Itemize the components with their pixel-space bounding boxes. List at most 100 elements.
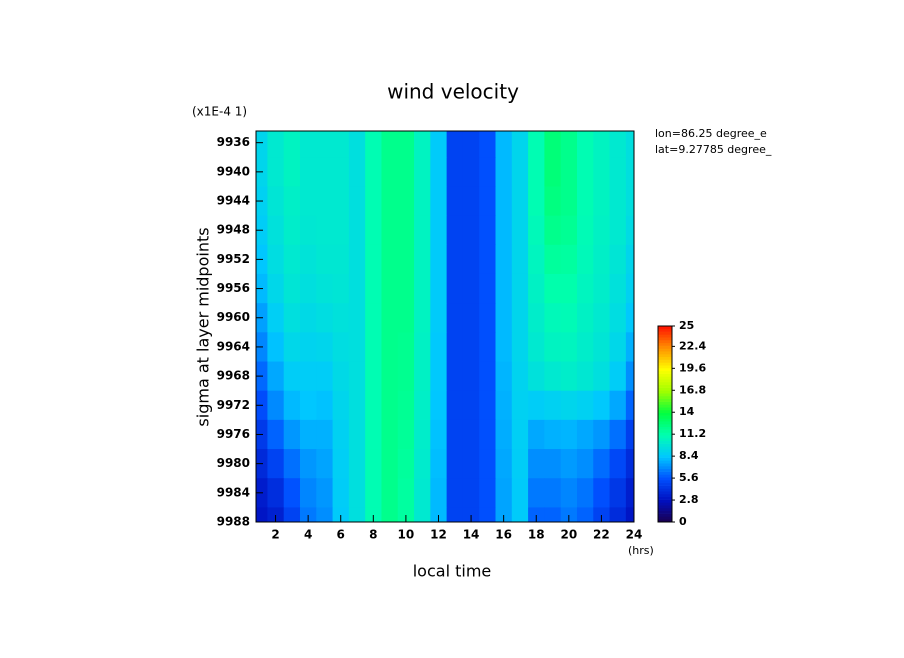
colorbar-band <box>658 477 672 481</box>
contour-cell <box>365 157 382 187</box>
contour-cell <box>299 157 317 187</box>
contour-cell <box>576 157 594 187</box>
contour-cell <box>299 303 317 333</box>
colorbar-band <box>658 510 672 514</box>
x-tick-label: 4 <box>304 528 312 542</box>
y-tick-label: 9964 <box>217 339 250 353</box>
contour-cell <box>316 186 334 217</box>
colorbar-tick-label: 25 <box>679 319 694 332</box>
contour-cell <box>560 361 578 392</box>
colorbar-tick-label: 14 <box>679 405 695 418</box>
contour-cell <box>316 244 334 275</box>
contour-cell <box>446 157 464 187</box>
contour-cell <box>316 419 334 450</box>
contour-cell <box>397 273 415 304</box>
contour-cell <box>593 186 611 217</box>
contour-cell <box>397 244 415 275</box>
contour-cell <box>544 303 562 333</box>
contour-cell <box>299 131 317 158</box>
colorbar-band <box>658 508 672 512</box>
contour-cell <box>397 478 415 508</box>
contour-cell <box>332 478 350 508</box>
contour-cell <box>397 215 415 246</box>
contour-cell <box>316 273 334 304</box>
contour-cell <box>283 332 301 363</box>
contour-cell <box>560 507 578 523</box>
contour-cell <box>544 157 562 187</box>
contour-cell <box>593 303 611 333</box>
contour-cell <box>593 478 611 508</box>
contour-cell <box>479 303 497 333</box>
contour-cell <box>576 186 594 217</box>
colorbar-band <box>658 368 672 372</box>
contour-cell <box>430 332 448 363</box>
contour-cell <box>348 244 366 275</box>
x-tick-label: 22 <box>593 528 610 542</box>
contour-cell <box>299 244 317 275</box>
contour-cell <box>593 215 611 246</box>
colorbar-band <box>658 457 672 461</box>
contour-cell <box>446 390 464 421</box>
colorbar-band <box>658 379 672 383</box>
contour-cell <box>430 507 448 523</box>
contour-cell <box>479 449 497 479</box>
contour-cell <box>560 157 578 187</box>
x-tick-label: 2 <box>271 528 279 542</box>
contour-cell <box>332 419 350 450</box>
contour-cell <box>414 361 431 392</box>
colorbar-frame <box>657 325 673 523</box>
colorbar-band <box>658 516 672 520</box>
colorbar-band <box>658 505 672 509</box>
contour-cell <box>528 273 545 304</box>
colorbar-band <box>658 382 672 386</box>
contour-cell <box>609 361 627 392</box>
x-tick-label: 8 <box>369 528 377 542</box>
colorbar-band <box>658 471 672 475</box>
contour-cell <box>348 157 366 187</box>
contour-cell <box>332 390 350 421</box>
contour-cell <box>495 215 513 246</box>
contour-cell <box>625 303 635 333</box>
contour-cell <box>283 507 301 523</box>
contour-cell <box>511 303 529 333</box>
contour-cell <box>414 419 431 450</box>
colorbar-band <box>658 460 672 464</box>
contour-cell <box>299 478 317 508</box>
y-tick-label: 9944 <box>217 194 250 208</box>
contour-cell <box>625 507 635 523</box>
contour-cell <box>593 419 611 450</box>
contour-cell <box>414 215 431 246</box>
contour-cell <box>381 303 399 333</box>
contour-cell <box>544 361 562 392</box>
contour-cell <box>528 419 545 450</box>
y-tick-label: 9972 <box>217 398 250 412</box>
contour-cell <box>576 215 594 246</box>
contour-cell <box>609 186 627 217</box>
colorbar-tick-label: 2.8 <box>679 493 699 506</box>
contour-cell <box>414 449 431 479</box>
contour-cell <box>593 390 611 421</box>
colorbar-band <box>658 438 672 442</box>
contour-cell <box>479 244 497 275</box>
contour-cell <box>283 303 301 333</box>
contour-cell <box>625 390 635 421</box>
contour-cell <box>430 157 448 187</box>
contour-cell <box>560 478 578 508</box>
contour-cell <box>511 131 529 158</box>
colorbar-band <box>658 491 672 495</box>
contour-cell <box>267 303 285 333</box>
colorbar-band <box>658 452 672 456</box>
colorbar-band <box>658 429 672 433</box>
contour-cell <box>446 186 464 217</box>
colorbar-band <box>658 393 672 397</box>
y-tick-label: 9948 <box>217 223 250 237</box>
contour-cell <box>348 215 366 246</box>
contour-cell <box>332 157 350 187</box>
contour-cell <box>446 131 464 158</box>
y-tick-label: 9980 <box>217 456 250 470</box>
contour-cell <box>299 449 317 479</box>
contour-cell <box>397 332 415 363</box>
contour-cell <box>511 449 529 479</box>
contour-cell <box>544 507 562 523</box>
contour-cell <box>625 449 635 479</box>
